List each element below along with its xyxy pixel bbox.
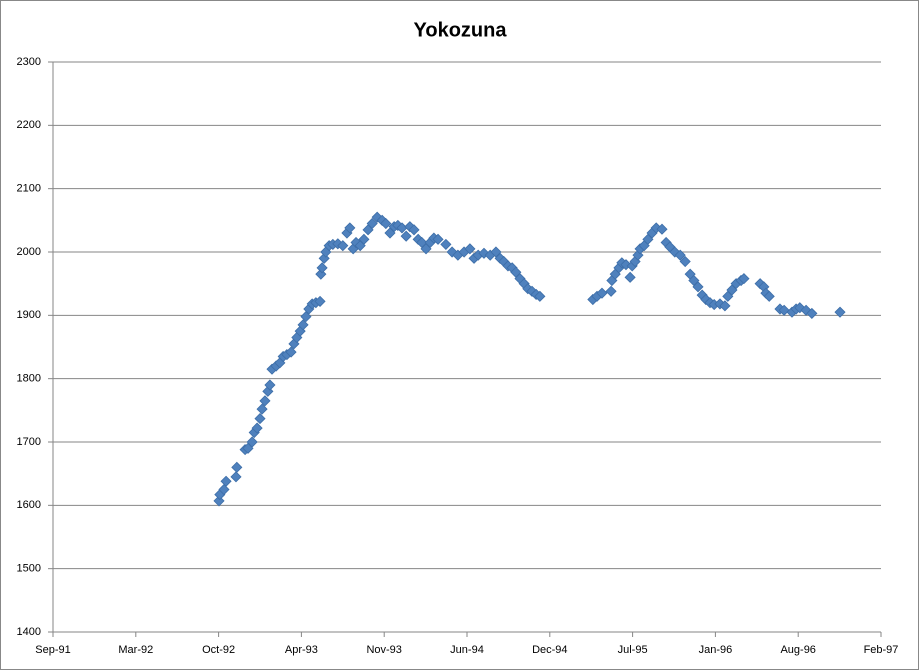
data-point xyxy=(624,271,636,283)
data-point xyxy=(230,471,242,483)
y-tick-label: 1600 xyxy=(17,499,41,511)
data-point xyxy=(264,379,276,391)
data-point xyxy=(297,319,309,331)
data-point xyxy=(254,413,266,425)
y-tick-label: 1900 xyxy=(17,309,41,321)
x-tick-label: Dec-94 xyxy=(532,644,567,656)
data-point xyxy=(251,422,263,434)
data-point xyxy=(719,300,731,312)
y-tick-label: 2300 xyxy=(17,56,41,68)
y-tick-label: 1400 xyxy=(17,626,41,638)
x-tick-label: Jan-96 xyxy=(699,644,733,656)
x-tick-label: Apr-93 xyxy=(285,644,318,656)
x-tick-label: Jun-94 xyxy=(450,644,484,656)
data-point xyxy=(679,255,691,268)
data-point xyxy=(738,273,750,285)
chart-title: Yokozuna xyxy=(414,19,508,41)
data-point xyxy=(605,285,617,297)
data-point xyxy=(358,233,370,245)
data-point xyxy=(464,243,476,255)
data-point xyxy=(478,247,490,259)
data-point xyxy=(534,290,546,302)
data-point xyxy=(380,217,392,230)
data-point xyxy=(692,281,704,293)
data-point xyxy=(526,285,538,297)
y-tick-label: 1500 xyxy=(17,563,41,575)
data-point xyxy=(404,221,416,233)
data-point xyxy=(440,238,452,250)
data-point xyxy=(314,295,326,307)
data-point xyxy=(285,346,297,358)
data-point xyxy=(800,304,812,316)
data-point xyxy=(596,287,608,299)
data-point xyxy=(371,211,383,223)
x-tick-label: Sep-91 xyxy=(35,644,70,656)
x-tick-label: Mar-92 xyxy=(118,644,153,656)
data-point xyxy=(763,290,775,302)
data-point xyxy=(256,403,268,415)
data-point xyxy=(674,249,686,261)
data-point xyxy=(316,262,328,274)
data-point xyxy=(246,436,258,448)
data-point xyxy=(259,395,271,407)
x-tick-label: Oct-92 xyxy=(202,644,235,656)
y-tick-label: 2100 xyxy=(17,183,41,195)
x-tick-label: Nov-93 xyxy=(366,644,401,656)
y-tick-label: 2000 xyxy=(17,246,41,258)
data-point xyxy=(620,259,632,271)
x-tick-label: Aug-96 xyxy=(780,644,815,656)
x-tick-label: Jul-95 xyxy=(618,644,648,656)
y-tick-label: 1700 xyxy=(17,436,41,448)
x-tick-label: Feb-97 xyxy=(864,644,899,656)
data-point xyxy=(834,306,846,318)
y-tick-label: 2200 xyxy=(17,119,41,131)
data-point xyxy=(318,252,330,264)
data-point xyxy=(408,224,420,236)
data-point xyxy=(656,223,668,235)
data-point xyxy=(432,233,444,245)
data-point xyxy=(806,307,818,319)
data-point xyxy=(337,240,349,252)
data-point xyxy=(231,461,243,473)
data-point xyxy=(220,475,232,487)
data-point xyxy=(400,230,412,242)
data-point xyxy=(778,304,790,316)
data-point xyxy=(366,217,378,230)
data-point xyxy=(344,222,356,234)
data-point xyxy=(218,483,230,496)
y-tick-label: 1800 xyxy=(17,373,41,385)
data-point xyxy=(262,385,274,397)
